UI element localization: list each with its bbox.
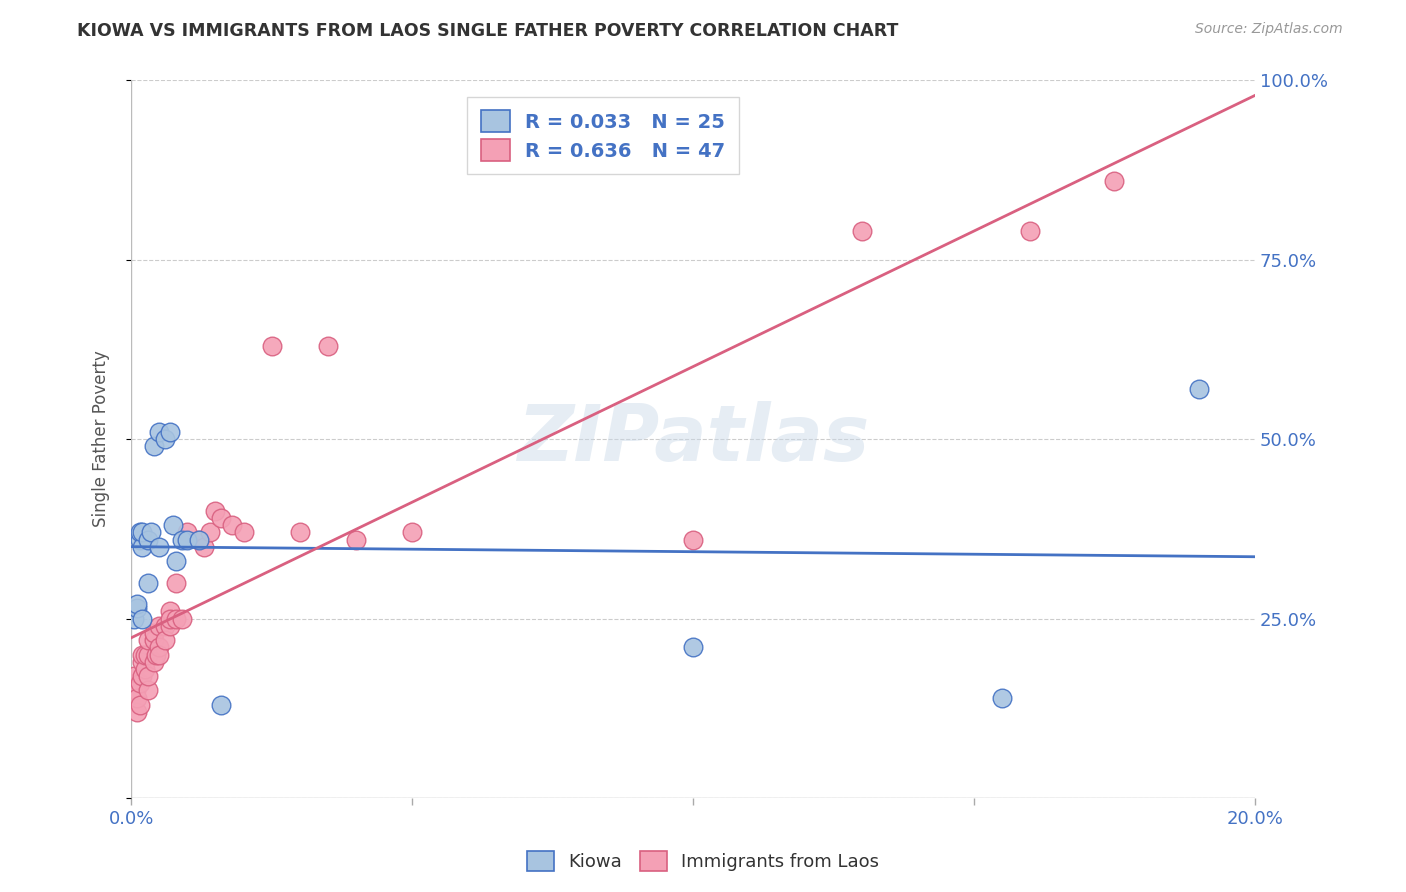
Point (136, 575, 159, 590)
Point (136, 669, 159, 683)
Point (232, 525, 254, 540)
Point (682, 533, 704, 547)
Point (682, 640, 704, 655)
Point (204, 504, 226, 518)
Point (162, 518, 184, 533)
Point (401, 525, 423, 540)
Point (142, 633, 165, 648)
Point (209, 698, 232, 712)
Point (170, 611, 193, 625)
Point (122, 611, 145, 625)
Point (288, 525, 311, 540)
Point (153, 432, 176, 446)
Point (165, 554, 187, 568)
Point (128, 533, 150, 547)
Point (165, 575, 187, 590)
Point (159, 619, 181, 633)
Point (122, 669, 145, 683)
Point (136, 533, 159, 547)
Point (187, 533, 209, 547)
Point (142, 439, 165, 453)
Point (125, 600, 148, 615)
Point (1188, 382, 1211, 396)
Point (153, 633, 176, 648)
Point (128, 698, 150, 712)
Text: Source: ZipAtlas.com: Source: ZipAtlas.com (1195, 22, 1343, 37)
Point (131, 669, 153, 683)
Text: ZIPatlas: ZIPatlas (517, 401, 869, 477)
Point (193, 540, 215, 554)
Point (131, 655, 153, 669)
Point (128, 525, 150, 540)
Point (176, 525, 198, 540)
Point (148, 640, 170, 655)
Point (131, 648, 153, 662)
Legend: R = 0.033   N = 25, R = 0.636   N = 47: R = 0.033 N = 25, R = 0.636 N = 47 (467, 97, 740, 174)
Point (187, 533, 209, 547)
Point (159, 604, 181, 618)
Point (148, 540, 170, 554)
Point (159, 611, 181, 625)
Point (142, 626, 165, 640)
Point (991, 690, 1014, 705)
Point (136, 648, 159, 662)
Point (170, 533, 193, 547)
Point (176, 533, 198, 547)
Point (148, 619, 170, 633)
Point (145, 648, 167, 662)
Legend: Kiowa, Immigrants from Laos: Kiowa, Immigrants from Laos (519, 844, 887, 879)
Point (1019, 224, 1042, 238)
Point (128, 676, 150, 690)
Point (131, 540, 153, 554)
Y-axis label: Single Father Poverty: Single Father Poverty (93, 351, 110, 527)
Point (142, 655, 165, 669)
Point (148, 648, 170, 662)
Point (124, 683, 146, 698)
Point (851, 224, 873, 238)
Point (125, 597, 148, 611)
Point (198, 525, 221, 540)
Point (125, 705, 148, 719)
Point (125, 690, 148, 705)
Point (136, 683, 159, 698)
Point (221, 518, 243, 533)
Point (159, 425, 181, 439)
Point (316, 339, 339, 353)
Point (134, 662, 156, 676)
Point (153, 619, 176, 633)
Point (148, 425, 170, 439)
Point (136, 633, 159, 648)
Point (344, 533, 367, 547)
Point (131, 611, 153, 625)
Point (134, 648, 156, 662)
Point (1104, 173, 1126, 187)
Point (139, 525, 162, 540)
Point (260, 339, 283, 353)
Point (131, 525, 153, 540)
Point (165, 611, 187, 625)
Point (209, 511, 232, 525)
Text: KIOWA VS IMMIGRANTS FROM LAOS SINGLE FATHER POVERTY CORRELATION CHART: KIOWA VS IMMIGRANTS FROM LAOS SINGLE FAT… (77, 22, 898, 40)
